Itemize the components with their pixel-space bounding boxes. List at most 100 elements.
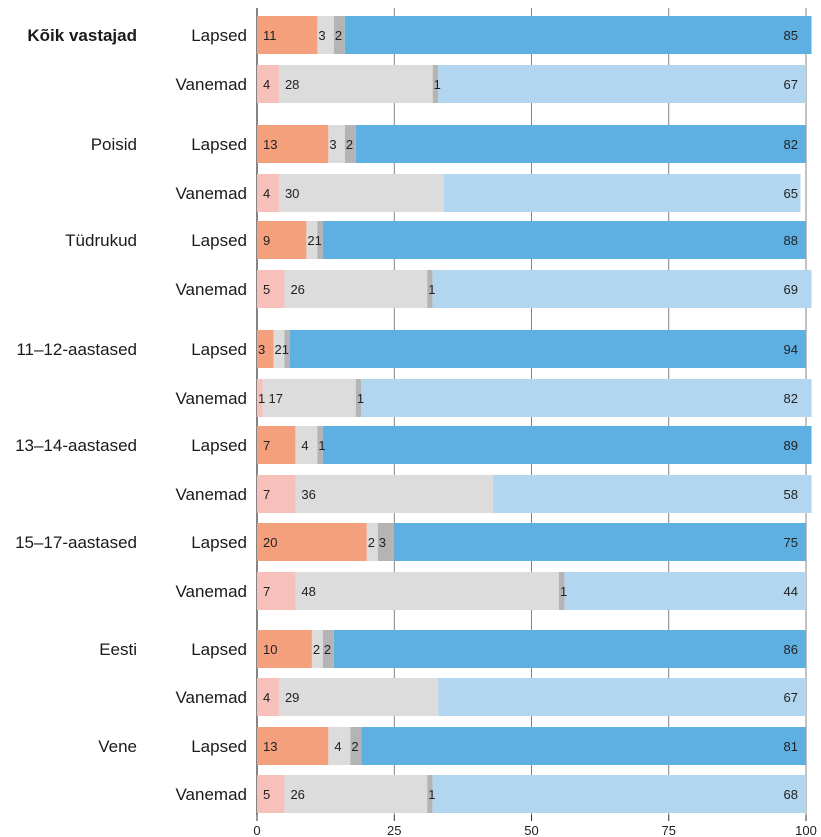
data-label: 26 bbox=[290, 787, 304, 802]
x-tick-label: 0 bbox=[253, 823, 260, 837]
bar-segment bbox=[558, 572, 565, 610]
data-label: 1 bbox=[434, 77, 441, 92]
group-label: Poisid bbox=[91, 135, 137, 154]
data-label: 94 bbox=[784, 342, 798, 357]
row-label: Lapsed bbox=[191, 436, 247, 455]
bar-segment bbox=[257, 630, 312, 668]
group-label: 11–12-aastased bbox=[16, 340, 137, 359]
group-label: 13–14-aastased bbox=[15, 436, 137, 455]
x-axis: 0 25 50 75 100 bbox=[253, 815, 817, 837]
row-label: Vanemad bbox=[175, 785, 247, 804]
data-label: 48 bbox=[301, 584, 315, 599]
data-label: 7 bbox=[263, 487, 270, 502]
group-label: Eesti bbox=[99, 640, 137, 659]
bar-segment bbox=[257, 523, 367, 561]
data-label: 1 bbox=[428, 787, 435, 802]
data-label: 88 bbox=[784, 233, 798, 248]
bar-segment bbox=[257, 475, 296, 513]
data-label: 82 bbox=[784, 391, 798, 406]
row-label: Vanemad bbox=[175, 184, 247, 203]
bar-segment bbox=[344, 125, 356, 163]
row-label: Lapsed bbox=[191, 231, 247, 250]
bar-segment bbox=[257, 330, 274, 368]
row-label: Vanemad bbox=[175, 485, 247, 504]
data-label: 20 bbox=[263, 535, 277, 550]
data-label: 85 bbox=[784, 28, 798, 43]
data-label: 2 bbox=[351, 739, 358, 754]
bar-segment bbox=[278, 678, 439, 716]
bar-segment bbox=[366, 523, 378, 561]
bar-segment bbox=[427, 775, 433, 813]
bar-segment bbox=[257, 426, 296, 464]
data-label: 7 bbox=[263, 438, 270, 453]
data-label: 1 bbox=[560, 584, 567, 599]
row-label: Lapsed bbox=[191, 135, 247, 154]
data-label: 26 bbox=[290, 282, 304, 297]
data-label: 67 bbox=[784, 690, 798, 705]
data-label: 44 bbox=[784, 584, 798, 599]
bar-segment bbox=[333, 630, 806, 668]
bar-segment bbox=[427, 270, 433, 308]
data-label: 69 bbox=[784, 282, 798, 297]
bar-segment bbox=[432, 65, 439, 103]
data-label: 4 bbox=[301, 438, 308, 453]
group-label: 15–17-aastased bbox=[15, 533, 137, 552]
bar-segment bbox=[257, 572, 296, 610]
bar-segment bbox=[317, 426, 323, 464]
data-label: 3 bbox=[318, 28, 325, 43]
bar-segment bbox=[257, 221, 307, 259]
data-label: 2 bbox=[324, 642, 331, 657]
data-label: 4 bbox=[263, 186, 270, 201]
data-label: 3 bbox=[258, 342, 265, 357]
data-label: 5 bbox=[263, 282, 270, 297]
bar-segment bbox=[322, 630, 334, 668]
bar-segment bbox=[295, 426, 318, 464]
data-label: 3 bbox=[329, 137, 336, 152]
bar-segment bbox=[355, 125, 806, 163]
data-label: 2 bbox=[335, 28, 342, 43]
data-label: 30 bbox=[285, 186, 299, 201]
bar-segment bbox=[257, 174, 279, 212]
data-label: 7 bbox=[263, 584, 270, 599]
bar-segment bbox=[333, 16, 345, 54]
bar-segment bbox=[262, 379, 356, 417]
bar-segment bbox=[432, 775, 806, 813]
row-label: Vanemad bbox=[175, 688, 247, 707]
bar-segment bbox=[564, 572, 806, 610]
bar-segment bbox=[278, 65, 433, 103]
data-label: 75 bbox=[784, 535, 798, 550]
group-label: Tüdrukud bbox=[65, 231, 137, 250]
bar-segment bbox=[295, 475, 494, 513]
data-label: 2 bbox=[346, 137, 353, 152]
data-label: 4 bbox=[334, 739, 341, 754]
bar-segment bbox=[493, 475, 812, 513]
data-label: 65 bbox=[784, 186, 798, 201]
data-label: 67 bbox=[784, 77, 798, 92]
bar-segment bbox=[350, 727, 362, 765]
bar-segment bbox=[289, 330, 806, 368]
bar-segment bbox=[355, 379, 362, 417]
row-label: Vanemad bbox=[175, 75, 247, 94]
data-label: 2 bbox=[313, 642, 320, 657]
data-label: 11 bbox=[263, 28, 277, 43]
group-label: Vene bbox=[98, 737, 137, 756]
bar-segment bbox=[377, 523, 395, 561]
bar-segment bbox=[278, 174, 444, 212]
bar-segment bbox=[257, 727, 329, 765]
data-label: 4 bbox=[263, 690, 270, 705]
data-label: 21 bbox=[307, 233, 321, 248]
data-label: 28 bbox=[285, 77, 299, 92]
bar-segment bbox=[328, 727, 351, 765]
data-label: 5 bbox=[263, 787, 270, 802]
bar-segment bbox=[311, 630, 323, 668]
data-label: 89 bbox=[784, 438, 798, 453]
data-label: 36 bbox=[301, 487, 315, 502]
bar-segment bbox=[257, 678, 279, 716]
row-label: Lapsed bbox=[191, 737, 247, 756]
bar-segment bbox=[257, 16, 318, 54]
row-label: Lapsed bbox=[191, 340, 247, 359]
bar-segment bbox=[295, 572, 559, 610]
bar-segment bbox=[394, 523, 806, 561]
data-label: 21 bbox=[274, 342, 288, 357]
